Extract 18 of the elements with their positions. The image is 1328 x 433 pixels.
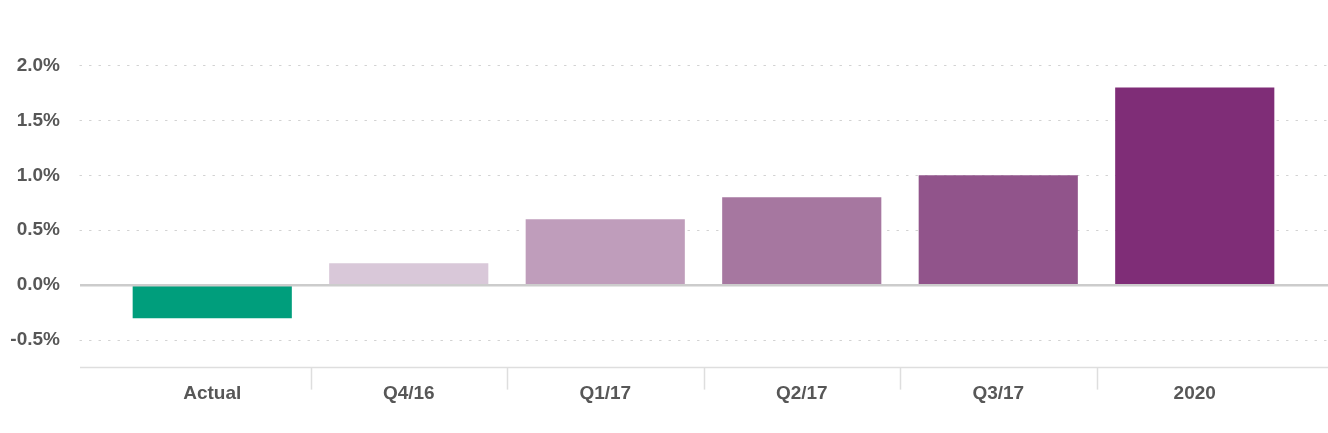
y-tick-label: -0.5%: [10, 328, 61, 350]
x-tick-label: 2020: [1173, 382, 1216, 404]
y-tick-label: 1.5%: [16, 108, 61, 130]
bar: [525, 219, 685, 286]
bar: [329, 263, 489, 286]
x-tick-label: Q3/17: [972, 382, 1025, 404]
y-tick-label: 0.5%: [16, 218, 61, 240]
y-tick-label: 2.0%: [16, 53, 61, 75]
x-tick-label: Q1/17: [579, 382, 632, 404]
x-tick-label: Actual: [183, 382, 242, 404]
x-tick-label: Q4/16: [382, 382, 435, 404]
bar: [1115, 87, 1275, 286]
x-tick-label: Q2/17: [775, 382, 828, 404]
y-tick-label: 0.0%: [16, 273, 61, 295]
bar: [722, 197, 882, 286]
y-tick-label: 1.0%: [16, 163, 61, 185]
bar: [918, 175, 1078, 286]
bar: [132, 285, 292, 319]
